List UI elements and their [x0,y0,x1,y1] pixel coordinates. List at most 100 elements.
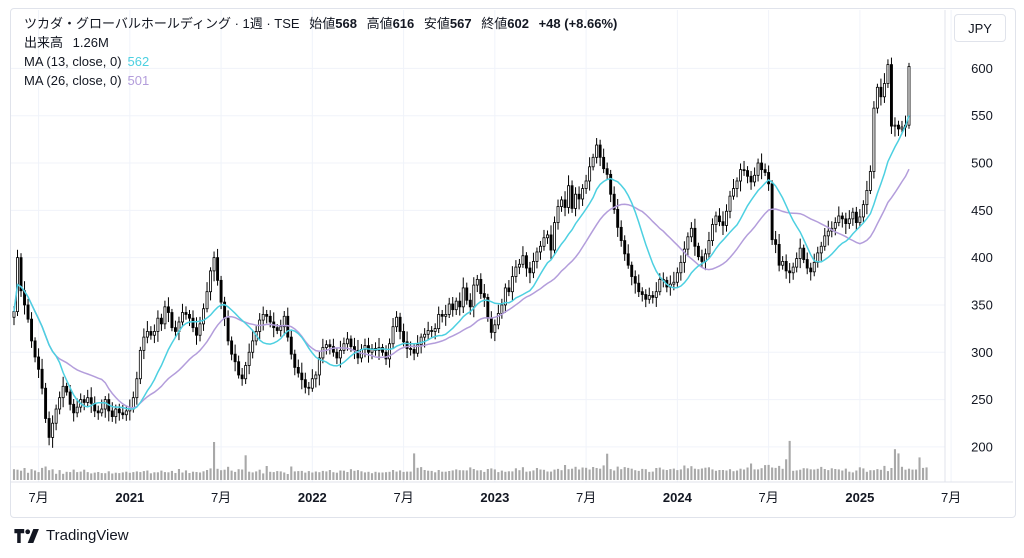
volume-bar [128,472,131,480]
volume-bar [546,471,549,480]
volume-bar [571,468,574,480]
volume-value: 1.26M [72,35,109,50]
candle-body [710,224,714,242]
candle-body [682,248,686,263]
volume-bar [809,469,812,480]
candle-body [893,124,897,127]
volume-bar [174,473,177,480]
candle-body [65,385,69,393]
volume-bar [521,467,524,480]
volume-bar [851,472,854,480]
candle-body [61,385,65,399]
volume-bar [104,473,107,480]
volume-bar [100,473,103,480]
candle-body [644,294,648,300]
volume-bar [377,472,381,480]
candle-body [556,206,560,224]
candle-body [275,327,279,331]
volume-bar [41,467,44,480]
volume-bar [213,442,216,480]
candle-body [837,215,841,224]
volume-bar [876,469,879,480]
candle-body [574,193,578,209]
grid [11,10,1013,483]
volume-bar [118,473,121,480]
y-tick-label: 300 [971,345,993,360]
price-axis[interactable]: 600 550 500 450 400 350 300 250 200 [971,61,993,454]
candle-body [619,226,623,242]
candle-body [423,333,427,338]
volume-bar [444,471,447,480]
volume-bar [578,469,581,480]
volume-bar [553,469,556,480]
candle-body [202,308,205,325]
legend-ma13-row[interactable]: MA (13, close, 0) 562 [24,52,617,71]
volume-bar [198,472,202,480]
candle-body [468,299,472,308]
candle-body [244,365,248,380]
volume-bar [865,471,868,480]
candle-body [707,240,711,255]
volume-bar [613,470,616,480]
volume-bar [872,470,875,480]
candle-body [696,245,700,258]
tradingview-brand[interactable]: TradingView [14,527,129,544]
volume-bar [167,472,170,480]
x-tick-label: 7月 [28,490,48,505]
volume-bar [679,469,682,480]
candle-body [395,316,399,328]
x-tick-label: 2021 [115,490,144,505]
legend-volume-row[interactable]: 出来高 1.26M [24,33,617,52]
volume-bar [314,471,317,480]
candle-body [479,278,483,294]
volume-bar [862,468,865,480]
candle-body [388,343,392,360]
volume-bar [170,470,173,480]
volume-bar [599,468,602,480]
volume-bar [339,470,342,480]
volume-bar [153,472,156,480]
volume-bar [483,471,486,480]
candle-body [823,235,827,247]
candle-body [100,408,104,414]
candle-body [861,204,865,218]
volume-bar [900,466,904,480]
candle-body [233,353,237,363]
volume-bar [511,471,514,480]
volume-bar [79,471,82,480]
volume-bar [58,470,61,480]
candle-body [503,287,507,306]
volume-bar [384,472,388,480]
candle-body [886,64,890,84]
volume-bar [328,470,331,480]
volume-bar [12,469,16,480]
candle-body [777,243,781,266]
volume-bar [114,472,117,480]
volume-bar [602,465,605,480]
candle-body [605,168,609,175]
volume-bar [904,469,907,480]
volume-bar [125,471,128,480]
volume-bar [363,472,367,480]
candle-body [451,303,455,311]
volume-bar [220,470,223,480]
volume-bar [907,468,911,480]
volume-bar [827,470,830,480]
candle-body [700,256,704,262]
candle-body [447,303,451,315]
candle-body [195,327,198,336]
symbol-title[interactable]: ツカダ・グローバルホールディング · 1週 · TSE [24,16,300,31]
volume-bar [76,472,79,480]
time-axis[interactable]: 7月 2021 7月 2022 7月 2023 7月 2024 7月 2025 7月 [28,490,961,505]
volume-bar [34,470,37,480]
currency-button[interactable]: JPY [954,14,1006,42]
candle-body [549,234,553,251]
volume-bar [651,471,654,480]
volume-bar [188,473,191,480]
candle-body [907,66,911,126]
legend-ma26-row[interactable]: MA (26, close, 0) 501 [24,71,617,90]
volume-bar [367,471,370,480]
volume-bar [374,471,377,480]
candle-body [802,247,806,260]
